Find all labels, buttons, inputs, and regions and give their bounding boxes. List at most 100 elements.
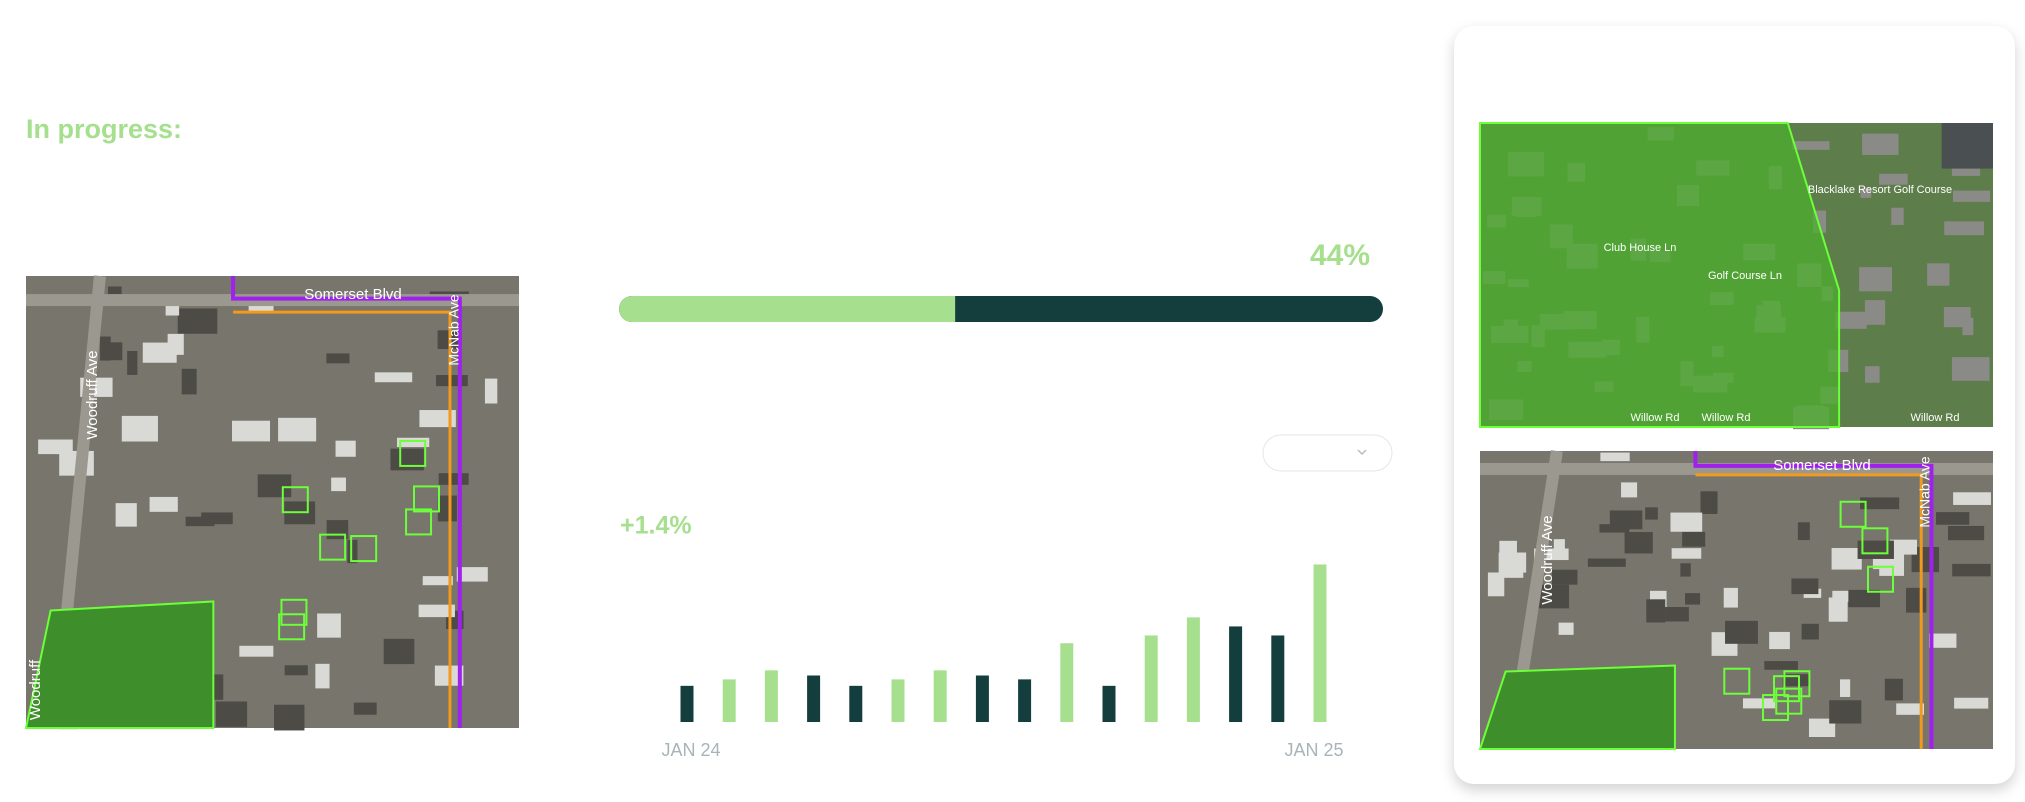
map-building [167, 333, 184, 355]
map-building [1538, 584, 1570, 609]
map-building [1725, 620, 1758, 644]
map-building [335, 440, 356, 457]
green-zone [1839, 500, 1867, 528]
map-building [185, 516, 215, 527]
bar [764, 670, 778, 722]
water [1941, 123, 1993, 169]
boundary-orange [1695, 473, 1923, 749]
green-zone [1783, 670, 1811, 698]
green-zone [1861, 527, 1889, 555]
map-building [1671, 548, 1702, 559]
map-building [438, 473, 469, 485]
green-zone [281, 486, 309, 514]
map-building [1929, 633, 1957, 648]
map-building [177, 308, 218, 334]
map-building [1944, 221, 1985, 236]
map-building [1498, 552, 1527, 573]
period-dropdown[interactable] [1262, 434, 1393, 472]
map-building [100, 336, 111, 361]
map-building [115, 503, 137, 527]
green-zone [1775, 687, 1803, 715]
map-building [1499, 540, 1517, 553]
map-building [1943, 307, 1971, 328]
map-building [1906, 587, 1927, 613]
green-zone [405, 508, 433, 536]
map-building [418, 604, 455, 618]
map-building [1954, 697, 1989, 709]
map-building [1723, 587, 1738, 608]
map-label: Golf Course Ln [1708, 270, 1782, 282]
map-building [127, 351, 138, 375]
green-zone [1723, 667, 1751, 695]
status-title: In progress: [26, 114, 182, 144]
map-building [1742, 698, 1776, 709]
map-building [419, 410, 456, 428]
map-label: McNab Ave [446, 294, 462, 366]
map-building [149, 496, 178, 512]
green-zone [399, 439, 427, 467]
map-building [347, 539, 358, 564]
map-building [1879, 173, 1908, 185]
boundary [231, 276, 462, 728]
map-building [1600, 452, 1630, 462]
map-building [1670, 512, 1703, 532]
map-building [1951, 357, 1990, 381]
map-building [165, 303, 180, 316]
x-tick-label: JAN 25 [1284, 740, 1343, 760]
map-building [1682, 531, 1706, 547]
map-building [1782, 674, 1810, 687]
bar [1271, 635, 1285, 722]
map-building [1848, 589, 1880, 608]
map-label: Woodruff Ave [84, 350, 101, 439]
map-building [317, 613, 341, 638]
map-label: Club House Ln [1604, 242, 1677, 254]
map-building [1534, 548, 1569, 561]
map-image [24, 275, 519, 731]
bar [933, 670, 947, 722]
map-building [1952, 563, 1991, 577]
map-building [1865, 366, 1880, 383]
map-label: Blacklake Resort Golf Course [1808, 184, 1952, 196]
map-building [107, 286, 122, 296]
map-building [1927, 263, 1950, 286]
map-building [1808, 718, 1836, 738]
map-building [396, 437, 430, 448]
map-building [239, 645, 274, 657]
map-building [1884, 678, 1903, 701]
map-building [278, 417, 317, 442]
map-building [284, 665, 308, 676]
map-building [1835, 311, 1867, 329]
map-building [181, 368, 197, 395]
map-building [1621, 482, 1638, 498]
map-building [1791, 578, 1819, 595]
progress-label: 44% [1310, 239, 1370, 272]
map-building [1935, 512, 1970, 525]
map-building [1797, 522, 1810, 541]
map-image [1479, 122, 1993, 430]
map-building [1947, 525, 1985, 541]
map-label: Woodruff [27, 659, 44, 720]
green-zone [24, 600, 215, 729]
map-building [1829, 700, 1862, 724]
map-building [422, 576, 453, 586]
map-building [257, 474, 292, 498]
map-building [383, 638, 415, 665]
bar [722, 679, 736, 722]
map-building [484, 378, 498, 404]
map-building [1624, 532, 1653, 554]
map-building [1680, 563, 1691, 577]
bar [891, 679, 905, 722]
change-label: +1.4% [620, 512, 692, 540]
map-building [1828, 597, 1848, 622]
map-building [1859, 267, 1893, 292]
green-zone [413, 485, 441, 513]
map-building [1685, 593, 1701, 605]
map-building [1953, 492, 1991, 505]
map-building [1645, 507, 1658, 520]
map-building [1952, 190, 1991, 202]
map-building [1487, 572, 1505, 597]
map-building [1587, 558, 1626, 567]
map-building [435, 375, 468, 387]
